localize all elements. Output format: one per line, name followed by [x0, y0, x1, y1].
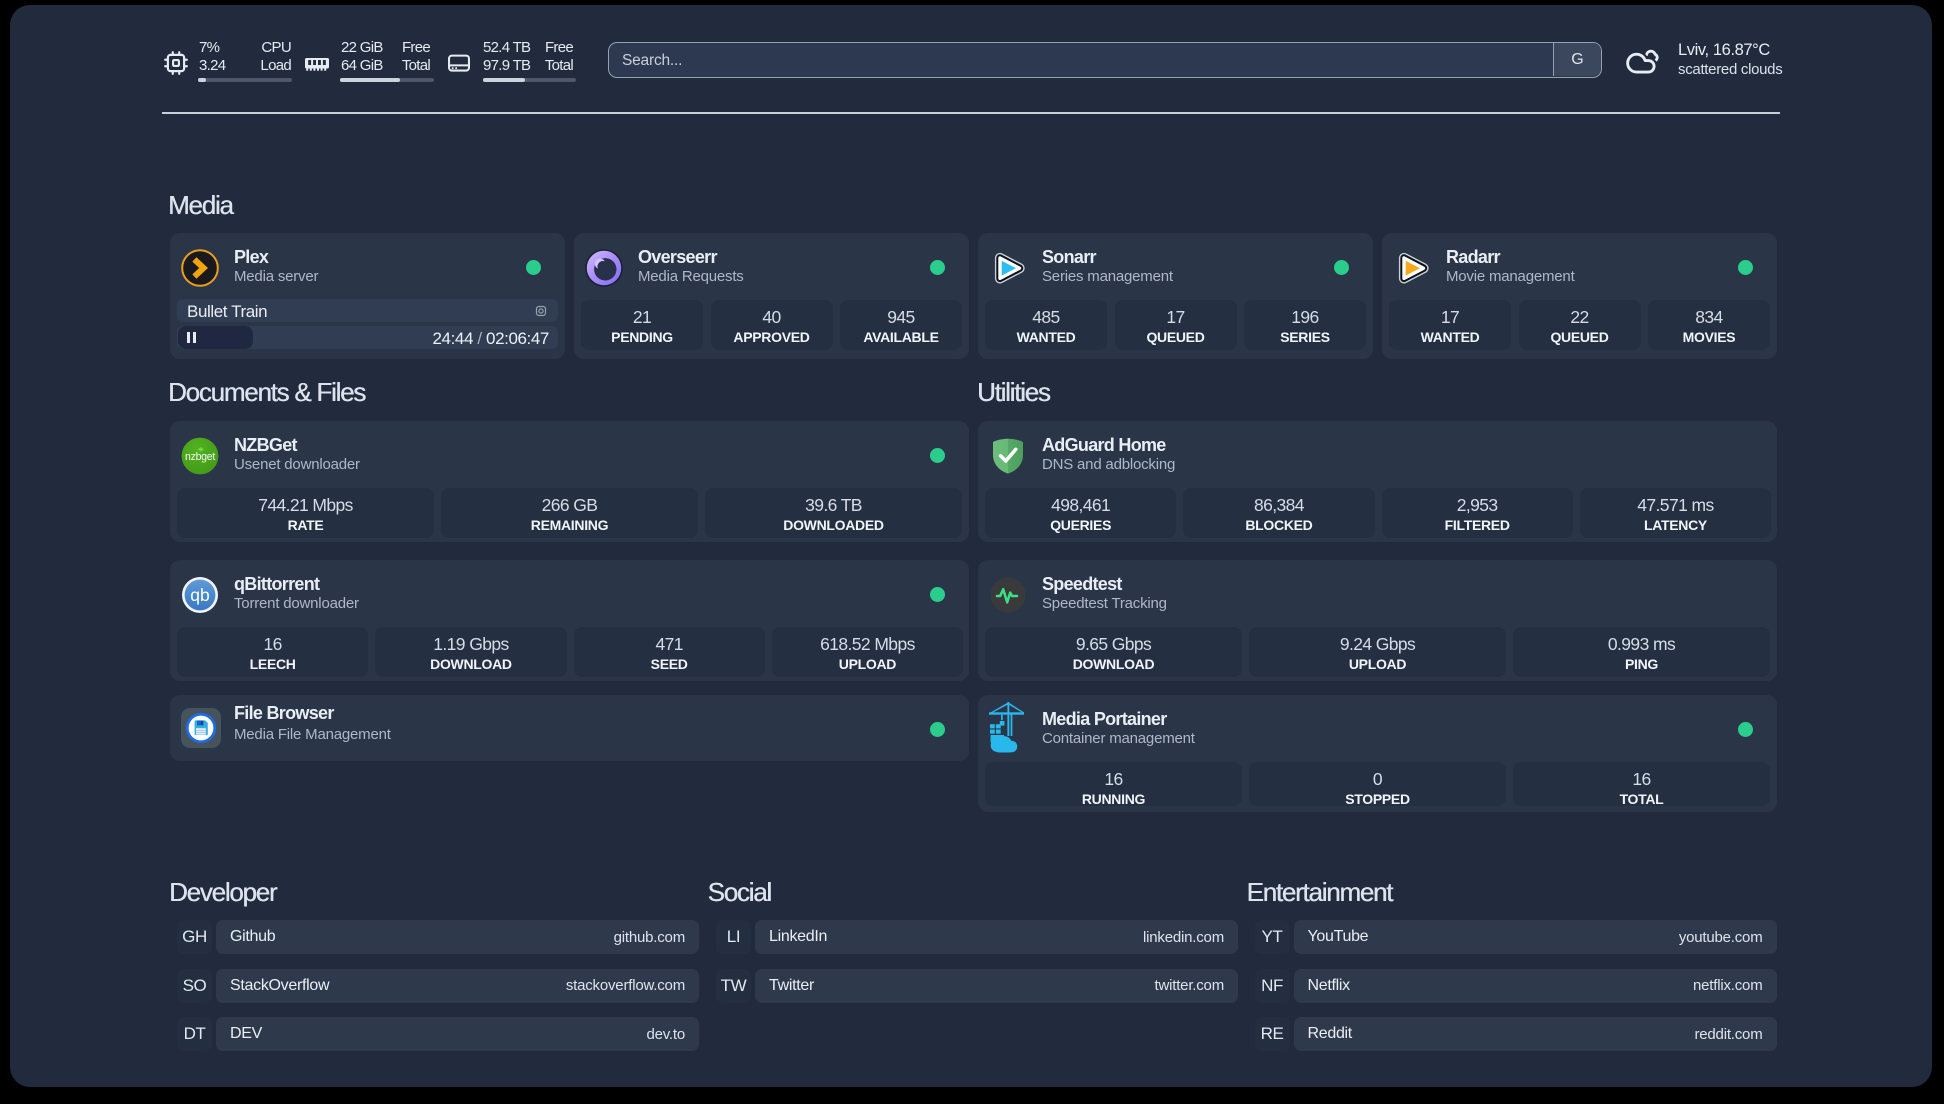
svg-text:nzbget: nzbget	[185, 451, 215, 463]
svg-text:qb: qb	[190, 585, 209, 605]
